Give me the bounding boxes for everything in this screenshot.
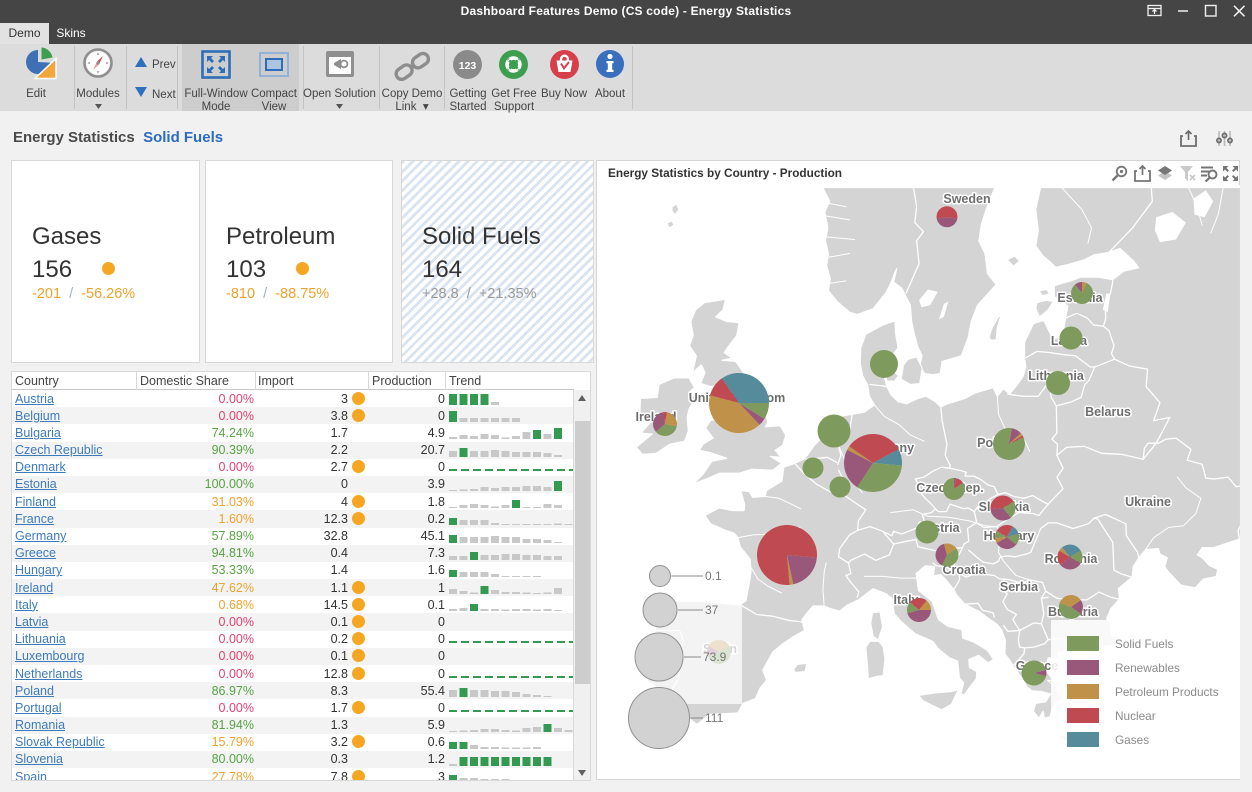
svg-text:Petroleum Products: Petroleum Products (1115, 685, 1219, 699)
svg-text:Belarus: Belarus (1085, 405, 1131, 419)
svg-text:111: 111 (705, 711, 724, 725)
svg-text:Sweden: Sweden (943, 192, 990, 206)
svg-text:Serbia: Serbia (1000, 580, 1039, 594)
svg-text:Nuclear: Nuclear (1115, 709, 1156, 723)
svg-text:73.9: 73.9 (703, 650, 727, 664)
svg-text:37: 37 (705, 603, 719, 617)
svg-text:Croatia: Croatia (942, 563, 986, 577)
svg-text:Ukraine: Ukraine (1125, 495, 1171, 509)
svg-text:123: 123 (459, 60, 477, 72)
svg-text:Renewables: Renewables (1115, 661, 1180, 675)
svg-text:Solid Fuels: Solid Fuels (1115, 637, 1173, 651)
svg-text:Gases: Gases (1115, 733, 1149, 747)
svg-text:0.1: 0.1 (705, 569, 722, 583)
